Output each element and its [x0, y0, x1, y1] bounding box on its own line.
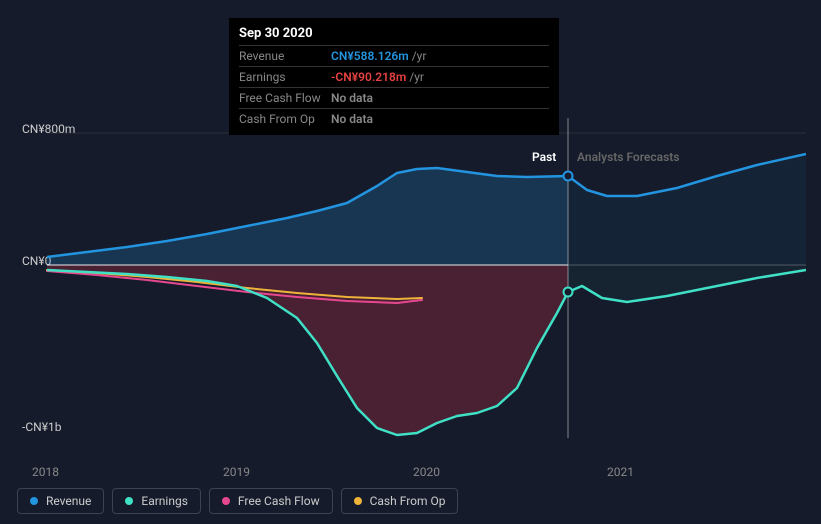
legend-dot-icon: [125, 497, 133, 505]
tooltip-row-label: Free Cash Flow: [239, 90, 331, 106]
tooltip-date: Sep 30 2020: [239, 24, 549, 46]
x-axis: 2018 2019 2020 2021: [17, 465, 806, 483]
tooltip-row-label: Earnings: [239, 69, 331, 85]
x-label-3: 2021: [607, 465, 634, 479]
tooltip-row-value: -CN¥90.218m: [331, 69, 406, 85]
legend-item-cash-from-op[interactable]: Cash From Op: [341, 488, 459, 514]
tooltip-row: RevenueCN¥588.126m/yr: [239, 46, 549, 67]
tooltip-row-value: No data: [331, 111, 373, 127]
legend: Revenue Earnings Free Cash Flow Cash From O…: [17, 488, 458, 514]
x-label-1: 2019: [223, 465, 250, 479]
legend-label: Free Cash Flow: [238, 494, 320, 508]
tooltip-row: Earnings-CN¥90.218m/yr: [239, 67, 549, 88]
tooltip-row: Free Cash FlowNo data: [239, 88, 549, 109]
legend-label: Cash From Op: [370, 494, 446, 508]
legend-label: Earnings: [141, 494, 188, 508]
chart-tooltip: Sep 30 2020 RevenueCN¥588.126m/yrEarning…: [229, 18, 559, 135]
legend-item-revenue[interactable]: Revenue: [17, 488, 104, 514]
tooltip-row: Cash From OpNo data: [239, 109, 549, 129]
tooltip-row-label: Cash From Op: [239, 111, 331, 127]
legend-label: Revenue: [46, 494, 91, 508]
tooltip-row-value: CN¥588.126m: [331, 48, 409, 64]
x-label-0: 2018: [32, 465, 59, 479]
legend-dot-icon: [30, 497, 38, 505]
legend-item-earnings[interactable]: Earnings: [112, 488, 201, 514]
chart-area[interactable]: CN¥800m CN¥0 -CN¥1b Past Analysts Foreca…: [17, 118, 806, 463]
x-label-2: 2020: [413, 465, 440, 479]
legend-dot-icon: [222, 497, 230, 505]
tooltip-row-label: Revenue: [239, 48, 331, 64]
chart-svg: [17, 118, 806, 438]
tooltip-row-suffix: /yr: [412, 48, 427, 64]
tooltip-row-value: No data: [331, 90, 373, 106]
legend-item-free-cash-flow[interactable]: Free Cash Flow: [209, 488, 333, 514]
tooltip-row-suffix: /yr: [409, 69, 424, 85]
legend-dot-icon: [354, 497, 362, 505]
